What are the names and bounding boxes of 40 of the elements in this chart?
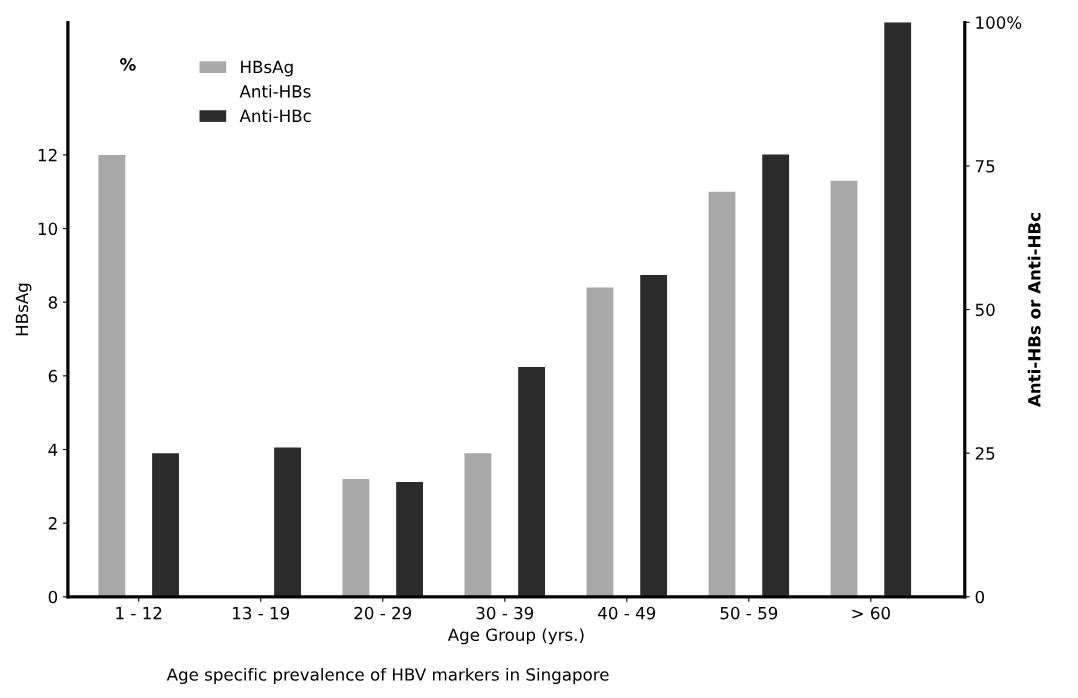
bar	[464, 453, 492, 597]
y2-tick-label: 75	[975, 160, 995, 173]
bar	[396, 481, 424, 597]
y2-tick-label: 100%	[976, 16, 1022, 29]
y2-tick-label: 0	[975, 590, 985, 604]
y-tick-label: 6	[48, 369, 58, 383]
y2-tick-label: 25	[975, 447, 995, 460]
legend-label: HBsAg	[241, 60, 293, 77]
y-tick-label: 8	[48, 296, 58, 309]
y-tick-label: 12	[38, 148, 57, 162]
legend-label: Anti-HBc	[239, 109, 311, 123]
x-tick-label: 30 - 39	[476, 606, 534, 620]
bar	[640, 275, 668, 597]
annotation: %	[120, 58, 136, 71]
x-tick-label: 13 - 19	[233, 606, 290, 620]
y2-tick-label: 50	[975, 303, 995, 317]
bar	[342, 478, 370, 597]
text: Age specific prevalence of HBV markers in Singapore	[166, 667, 609, 685]
x-tick-label: 20 - 29	[354, 606, 412, 620]
y-tick-label: 10	[38, 222, 58, 236]
x-tick-label: 1 - 12	[116, 606, 162, 620]
bar	[274, 447, 301, 597]
y2-axis-title: Anti-HBs or Anti-HBc	[1027, 213, 1041, 408]
y-axis-title: HBsAg	[15, 283, 32, 336]
x-tick-label: 40 - 49	[598, 606, 656, 620]
bar	[830, 180, 858, 597]
x-axis-title: Age Group (yrs.)	[447, 628, 584, 645]
y-tick-label: 4	[48, 443, 58, 456]
bar	[586, 287, 614, 597]
bar	[518, 367, 546, 597]
bar	[708, 191, 736, 597]
text: Anti-HBs	[239, 84, 311, 98]
bar	[152, 453, 179, 597]
bar	[762, 154, 790, 597]
y-tick-label: 0	[48, 590, 58, 604]
y-tick-label: 2	[48, 517, 57, 530]
x-tick-label: 50 - 59	[720, 606, 778, 620]
bar	[884, 22, 912, 597]
x-tick-label: > 60	[852, 606, 890, 620]
bar	[98, 154, 126, 597]
